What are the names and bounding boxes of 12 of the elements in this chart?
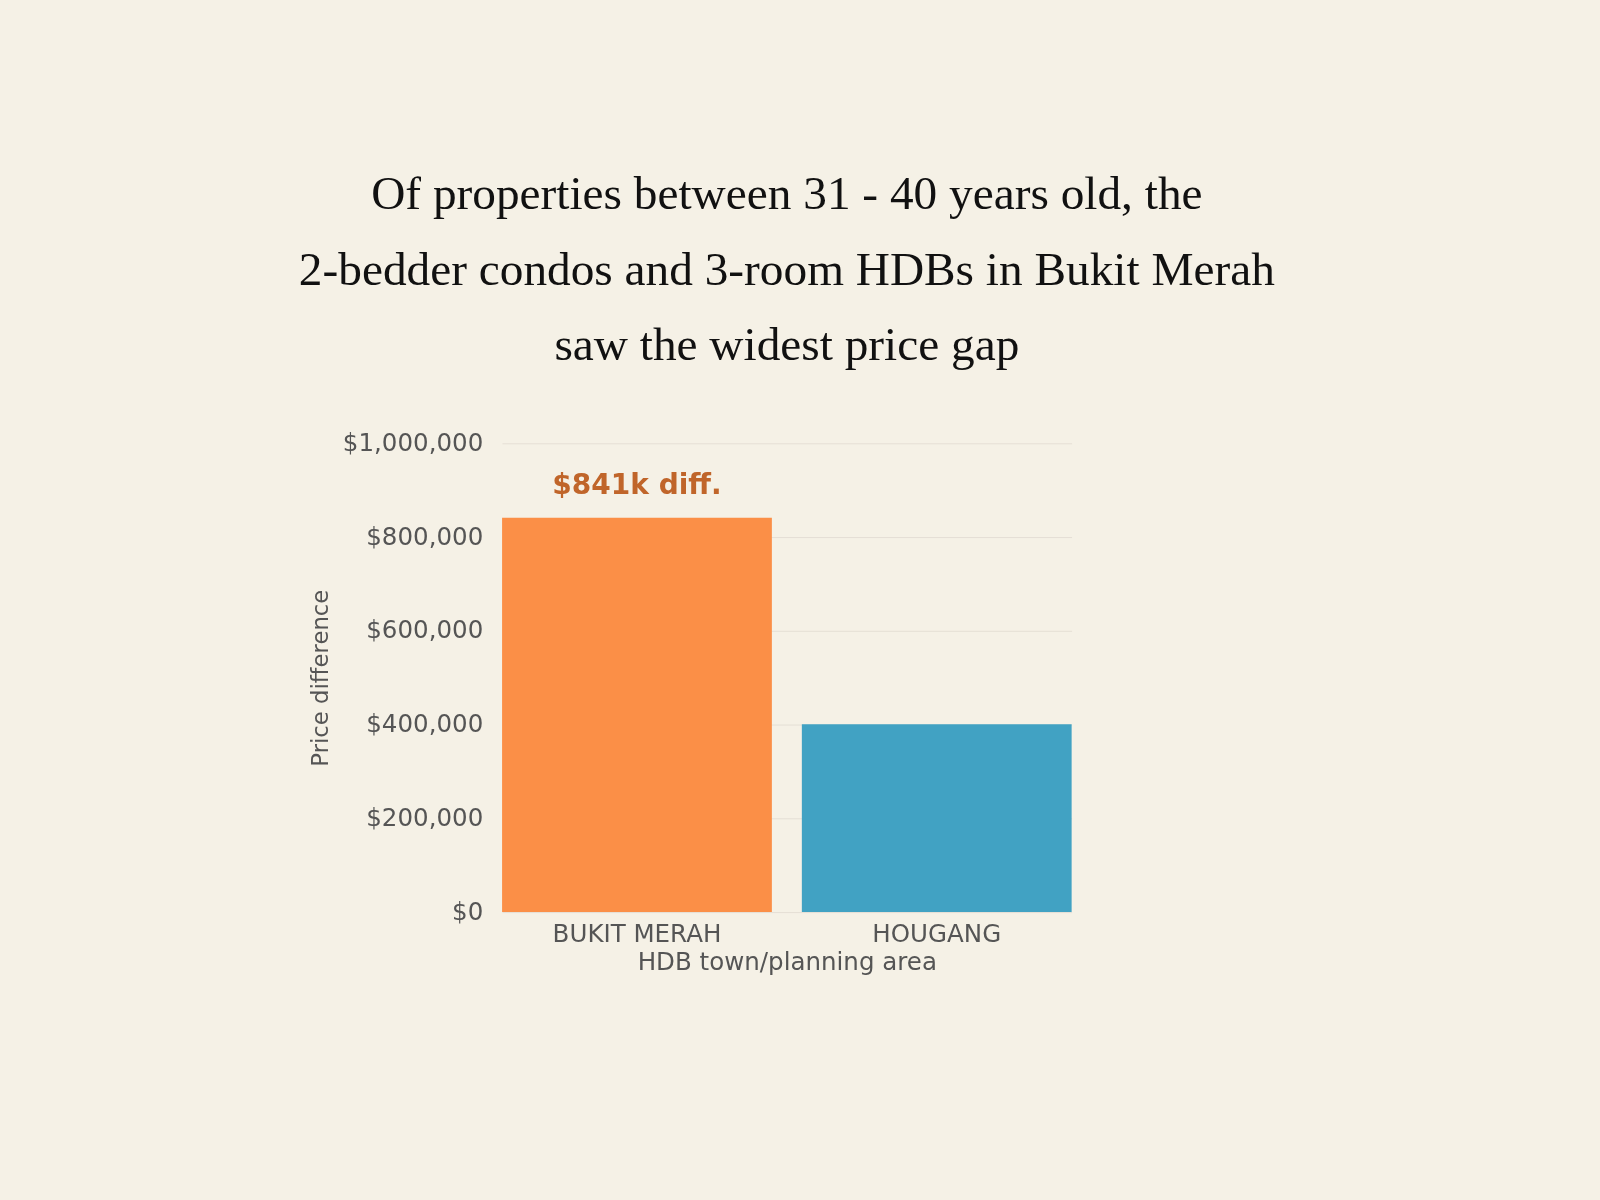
y-tick-label: $0 bbox=[452, 896, 484, 926]
x-tick-label: HOUGANG bbox=[872, 919, 1002, 949]
y-tick-label: $600,000 bbox=[366, 615, 484, 645]
x-axis-title: HDB town/planning area bbox=[637, 947, 937, 977]
y-tick-label: $800,000 bbox=[366, 521, 484, 551]
y-tick-label: $200,000 bbox=[366, 802, 484, 832]
chart-title: Of properties between 31 - 40 years old, the 2-bedder condos and 3-room HDBs in Bukit Merah saw the widest price gap bbox=[298, 167, 1276, 371]
y-tick-label: $400,000 bbox=[366, 709, 484, 739]
y-axis-title: Price difference bbox=[306, 589, 333, 767]
data-label: $841k diff. bbox=[552, 468, 722, 502]
y-tick-label: $1,000,000 bbox=[342, 427, 484, 457]
x-tick-label: BUKIT MERAH bbox=[552, 919, 722, 949]
